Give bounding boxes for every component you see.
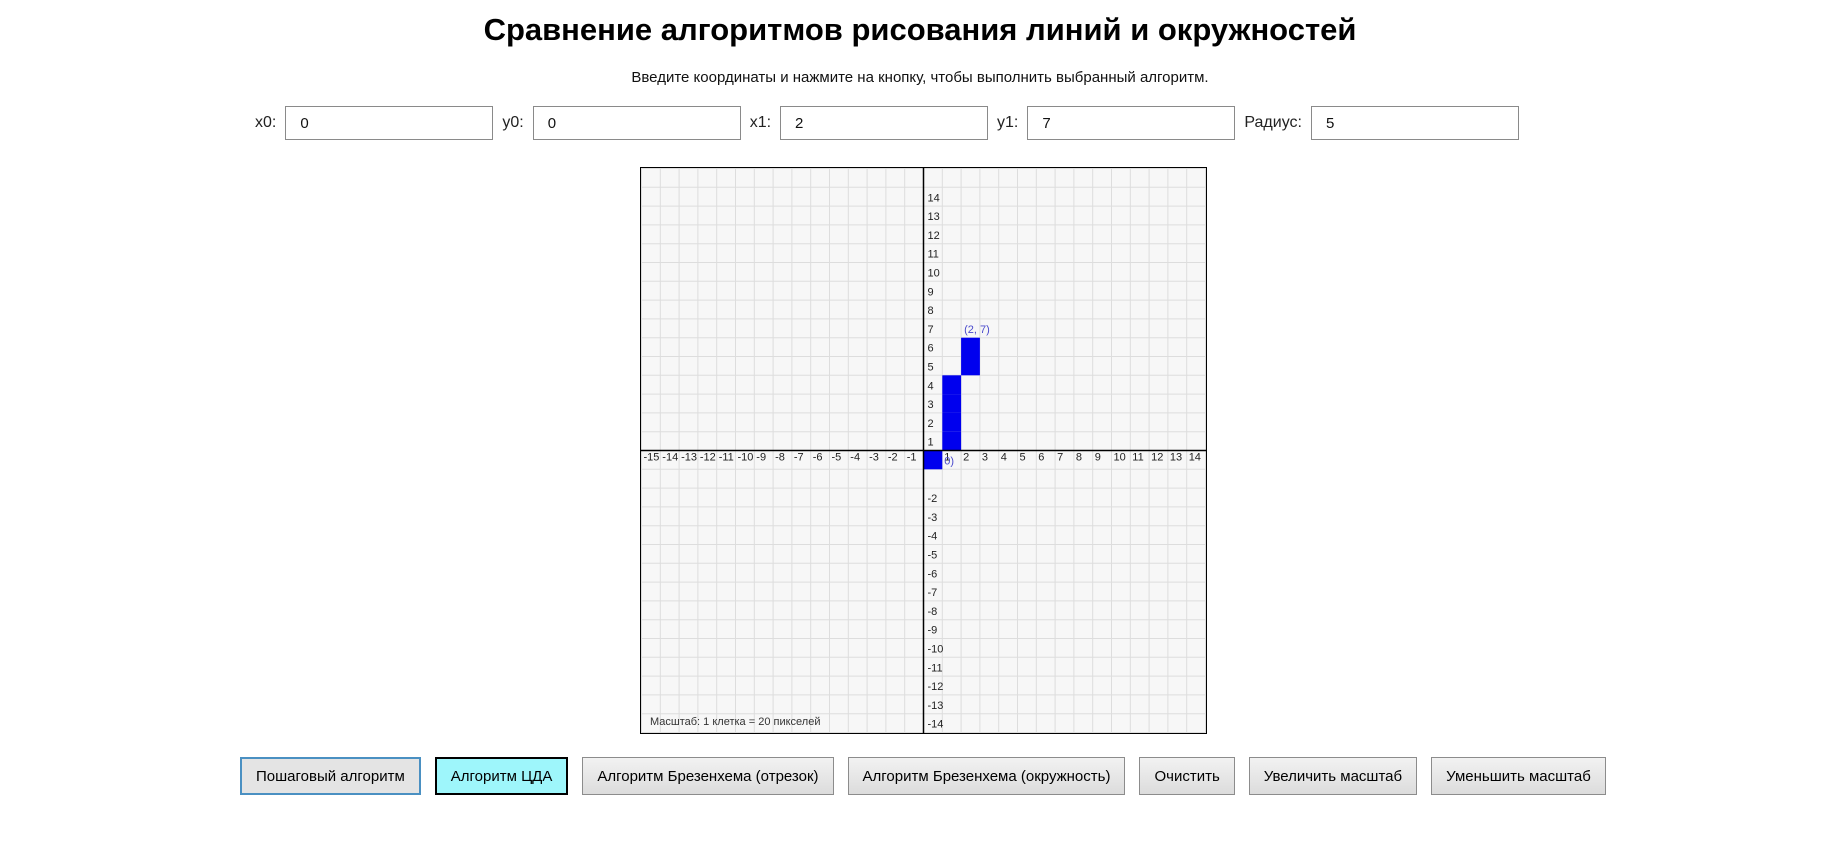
line-pixel [942,375,962,395]
y-tick-label: 3 [928,399,934,411]
y-tick-label: 9 [928,286,934,298]
x-tick-label: -2 [888,452,898,464]
x-tick-label: -4 [850,452,860,464]
y-tick-label: 14 [928,192,940,204]
bresenham-circle-button[interactable]: Алгоритм Брезенхема (окружность) [847,757,1126,795]
y-tick-label: -2 [928,493,938,505]
x1-field-group: x1: [749,106,989,140]
radius-label: Радиус: [1244,114,1302,131]
clear-button[interactable]: Очистить [1139,757,1235,795]
x-tick-label: -10 [738,452,754,464]
y-tick-label: -4 [928,531,938,543]
drawing-canvas[interactable]: -15 -14 -13 -12 -11 -10 -9 -8 -7 -6 -5 -4 -3 -2 -1 1 2 3 4… [640,167,1207,734]
y-tick-label: -5 [928,550,938,562]
y-tick-label: 5 [928,362,934,374]
x0-label: x0: [255,114,277,131]
x-tick-label: -15 [644,452,660,464]
y-tick-label: -6 [928,568,938,580]
x-tick-label: 5 [1020,452,1026,464]
x-tick-label: 14 [1189,452,1201,464]
y-tick-label: -14 [928,719,944,731]
y0-input[interactable] [532,106,741,140]
y-tick-label: -9 [928,625,938,637]
x-tick-label: 9 [1095,452,1101,464]
x-tick-label: 13 [1170,452,1182,464]
y-tick-label: 4 [928,380,934,392]
page-title: Сравнение алгоритмов рисования линий и о… [483,12,1357,47]
end-point-label: (2, 7) [964,324,990,336]
y-tick-label: 13 [928,211,940,223]
line-pixel [961,337,980,357]
line-pixel [942,412,962,432]
y-tick-label: 8 [928,305,934,317]
y-tick-label: -13 [928,700,944,712]
x-tick-label: -8 [775,452,785,464]
x-tick-label: -5 [832,452,842,464]
x-tick-label: -7 [794,452,804,464]
x-tick-label: 4 [1001,452,1007,464]
radius-input[interactable] [1310,106,1519,140]
instructions-text: Введите координаты и нажмите на кнопку, … [631,69,1209,86]
y-tick-label: 2 [928,418,934,430]
y-tick-label: 7 [928,324,934,336]
start-point-label: 0) [944,456,954,468]
y-tick-label: 10 [928,268,940,280]
y-tick-label: -11 [928,662,943,674]
y-tick-label: -8 [928,606,938,618]
algorithm-buttons: Пошаговый алгоритм Алгоритм ЦДА Алгоритм… [240,757,1620,795]
y1-label: y1: [997,114,1019,131]
x-tick-label: 3 [982,452,988,464]
x-tick-label: -3 [869,452,879,464]
scale-label: Масштаб: 1 клетка = 20 пикселей [650,716,820,728]
radius-field-group: Радиус: [1244,106,1519,140]
x-tick-label: 12 [1151,452,1163,464]
y-tick-label: -10 [928,644,944,656]
y-tick-label: -12 [928,681,944,693]
x-tick-label: -9 [756,452,766,464]
coordinate-inputs: x0: y0: x1: y1: Радиус: [255,106,1528,140]
x-tick-label: -14 [662,452,678,464]
x1-input[interactable] [780,106,989,140]
line-pixel [961,356,980,376]
y-tick-label: -3 [928,512,938,524]
x-tick-label: -1 [907,452,917,464]
x-tick-label: -13 [681,452,697,464]
y1-input[interactable] [1027,106,1236,140]
x-tick-label: -6 [813,452,823,464]
x-tick-label: 11 [1132,452,1143,464]
line-pixel [942,431,962,451]
x0-field-group: x0: [255,106,494,140]
x-tick-label: -11 [719,452,734,464]
y-tick-label: 11 [928,249,939,261]
x-tick-label: 1 [944,452,950,464]
x-tick-label: 10 [1114,452,1126,464]
y-tick-label: 6 [928,343,934,355]
line-pixel [923,450,943,470]
y0-label: y0: [502,114,524,131]
zoom-in-button[interactable]: Увеличить масштаб [1248,757,1418,795]
y0-field-group: y0: [502,106,741,140]
y-tick-label: -7 [928,587,938,599]
x-tick-label: 2 [963,452,969,464]
y-tick-label: 12 [928,230,940,242]
y-tick-label: 1 [928,437,934,449]
x-tick-label: 7 [1057,452,1063,464]
x-tick-label: 8 [1076,452,1082,464]
x0-input[interactable] [285,106,494,140]
x-tick-label: 6 [1038,452,1044,464]
bresenham-line-button[interactable]: Алгоритм Брезенхема (отрезок) [582,757,834,795]
zoom-out-button[interactable]: Уменьшить масштаб [1431,757,1606,795]
x-tick-label: -12 [700,452,716,464]
coordinate-grid: -15 -14 -13 -12 -11 -10 -9 -8 -7 -6 -5 -4 -3 -2 -1 1 2 3 4… [641,168,1206,733]
line-pixel [942,394,962,413]
dda-algorithm-button[interactable]: Алгоритм ЦДА [434,757,569,795]
y1-field-group: y1: [997,106,1236,140]
x1-label: x1: [749,114,772,131]
step-algorithm-button[interactable]: Пошаговый алгоритм [240,757,421,795]
